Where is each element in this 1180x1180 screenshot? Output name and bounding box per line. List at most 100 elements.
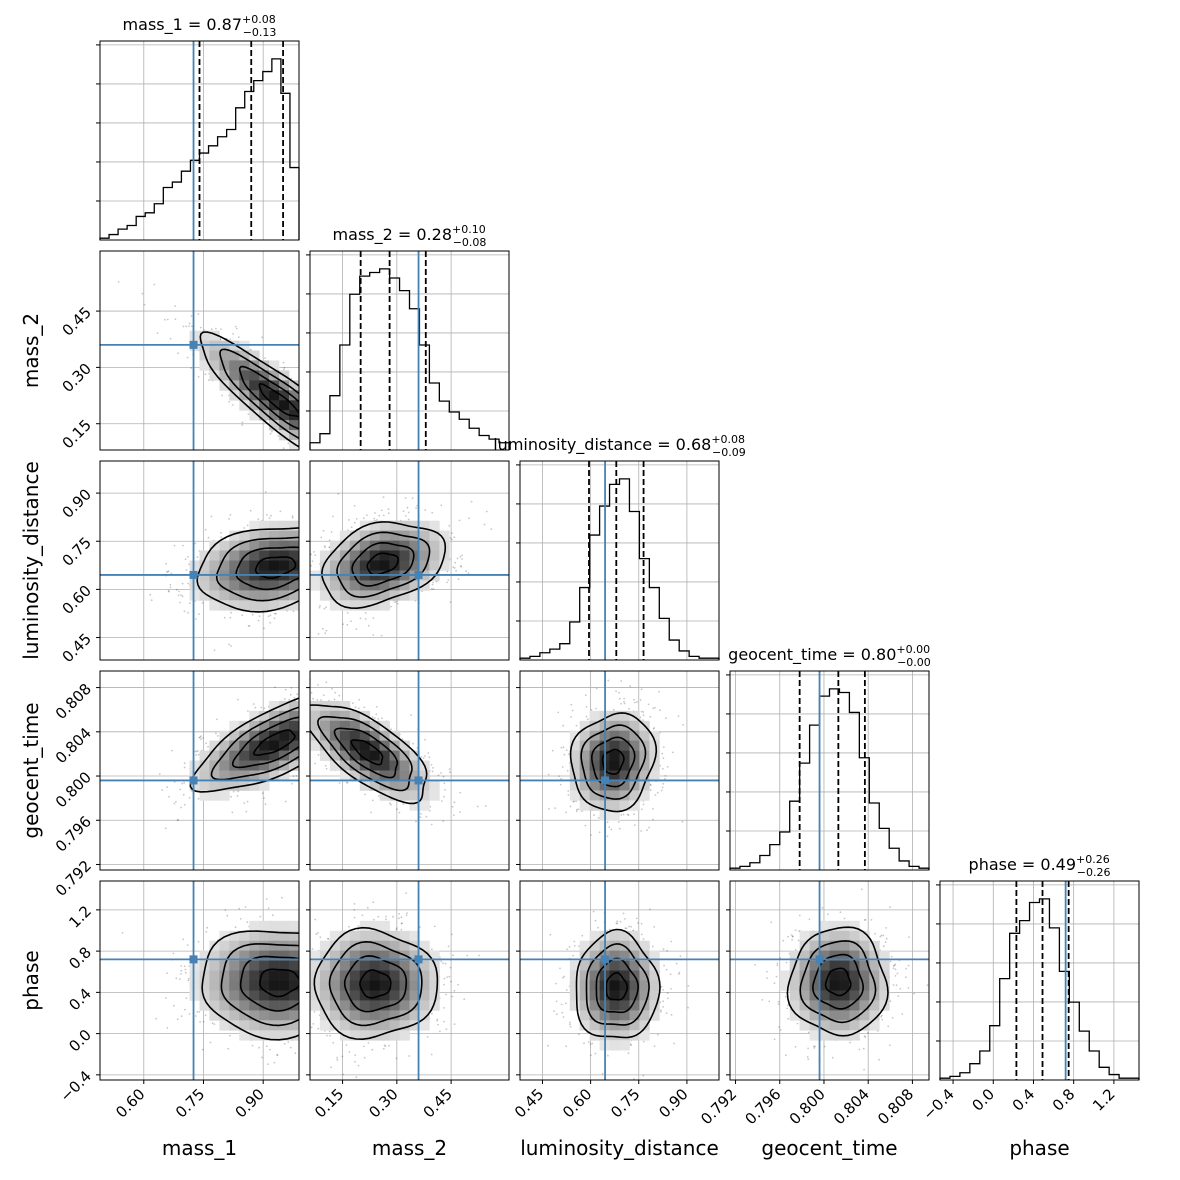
scatter-point: [331, 454, 333, 456]
scatter-point: [241, 424, 244, 426]
scatter-point: [299, 708, 301, 710]
density-bin: [409, 560, 420, 571]
scatter-point: [349, 455, 351, 457]
density-bin: [239, 560, 250, 571]
scatter-point: [269, 614, 272, 617]
density-bin: [289, 380, 299, 391]
density-bin: [359, 560, 371, 571]
scatter-point: [196, 556, 199, 559]
diag-panel-geocent_time: geocent_time = 0.80+0.00 −0.00: [726, 643, 931, 871]
scatter-point: [327, 452, 329, 454]
density-bin: [289, 550, 299, 561]
density-bin: [269, 410, 280, 421]
density-bin: [239, 590, 250, 601]
density-bin: [259, 720, 270, 732]
scatter-point: [307, 572, 309, 574]
scatter-point: [188, 322, 191, 325]
scatter-point: [302, 564, 304, 566]
scatter-point: [273, 617, 276, 620]
density-bin: [229, 600, 240, 611]
scatter-point: [325, 606, 327, 609]
scatter-point: [308, 437, 310, 439]
scatter-point: [432, 581, 434, 584]
scatter-point: [308, 709, 310, 711]
scatter-point: [304, 729, 306, 731]
scatter-point: [251, 613, 254, 616]
scatter-point: [304, 583, 306, 585]
truth-marker: [189, 570, 198, 579]
scatter-point: [302, 574, 304, 576]
scatter-point: [150, 599, 153, 602]
density-bin: [339, 540, 351, 551]
scatter-point: [302, 401, 304, 403]
scatter-point: [302, 425, 304, 427]
scatter-point: [305, 727, 307, 729]
scatter-point: [307, 414, 309, 416]
density-bin: [269, 600, 280, 611]
scatter-point: [302, 695, 304, 697]
density-bin: [339, 560, 351, 571]
density-bin: [289, 740, 299, 751]
scatter-point: [247, 625, 250, 627]
scatter-point: [213, 649, 216, 652]
scatter-point: [190, 367, 193, 369]
scatter-point: [219, 338, 222, 341]
scatter-point: [263, 797, 265, 799]
density-bin: [279, 730, 290, 741]
scatter-point: [333, 451, 335, 453]
scatter-point: [310, 564, 312, 567]
scatter-point: [305, 392, 307, 394]
contour-level: [336, 531, 431, 598]
histogram-mass_2: [309, 268, 510, 450]
scatter-point: [291, 782, 293, 785]
scatter-point: [171, 749, 173, 752]
scatter-point: [300, 552, 302, 554]
density-bin: [389, 520, 400, 531]
scatter-point: [330, 531, 333, 533]
density-bin: [199, 590, 210, 601]
scatter-point: [308, 430, 310, 432]
density-bin: [279, 400, 290, 411]
scatter-point: [302, 743, 304, 745]
scatter-point: [323, 545, 326, 547]
scatter-point: [205, 742, 207, 745]
density-bin: [269, 530, 280, 541]
density-bin: [219, 370, 230, 381]
scatter-point: [241, 421, 244, 424]
density-bin: [239, 530, 250, 541]
scatter-point: [230, 795, 233, 798]
density-bin: [329, 580, 341, 591]
scatter-point: [179, 601, 181, 604]
scatter-point: [328, 546, 331, 549]
contour-level: [321, 521, 447, 610]
density-bin: [359, 590, 371, 601]
scatter-point: [303, 720, 305, 722]
scatter-point: [195, 750, 198, 753]
scatter-point: [200, 738, 202, 740]
density-bin: [199, 770, 210, 781]
y-tick-label: 0.60: [59, 582, 95, 618]
scatter-point: [173, 802, 176, 805]
density-bin: [259, 530, 270, 541]
density-bin: [279, 530, 290, 541]
scatter-point: [347, 529, 349, 531]
scatter-point: [303, 416, 305, 418]
density-bin: [409, 540, 420, 551]
scatter-point: [300, 699, 302, 701]
scatter-point: [341, 452, 343, 454]
contour-level: [254, 556, 297, 580]
density-bin: [389, 530, 400, 541]
panel-luminosity_distance-vs-mass_1: 0.450.600.750.90: [59, 460, 309, 666]
scatter-point: [303, 737, 305, 739]
scatter-point: [319, 455, 321, 457]
density-bin: [439, 560, 450, 571]
scatter-point: [300, 393, 302, 395]
density-bin: [229, 370, 240, 381]
density-bin: [289, 560, 299, 571]
scatter-point: [249, 348, 252, 351]
scatter-point: [166, 318, 169, 321]
scatter-point: [396, 602, 399, 605]
density-bin: [249, 770, 260, 781]
scatter-point: [376, 519, 378, 521]
density-bin: [269, 520, 280, 531]
